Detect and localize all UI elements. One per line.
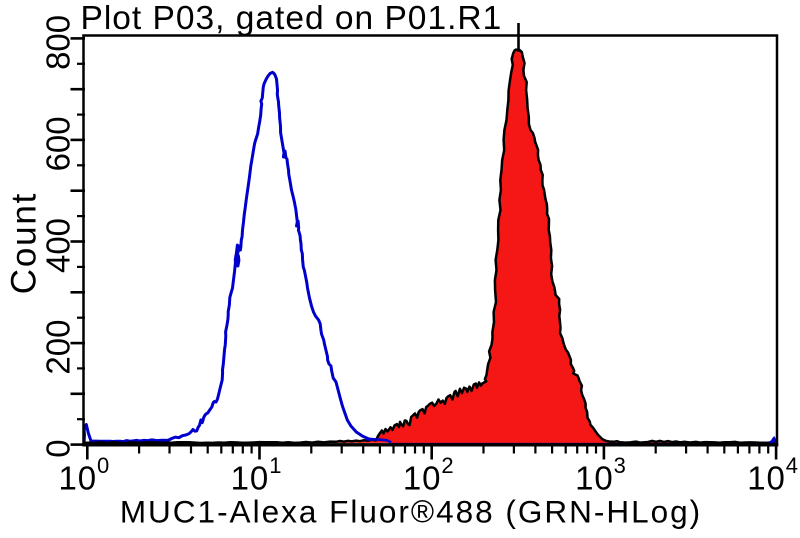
svg-text:400: 400 [40, 218, 77, 273]
svg-text:MUC1-Alexa Fluor®488 (GRN-HLog: MUC1-Alexa Fluor®488 (GRN-HLog) [120, 494, 702, 530]
svg-text:600: 600 [40, 116, 77, 171]
svg-text:200: 200 [40, 320, 77, 375]
svg-text:Plot P03, gated on P01.R1: Plot P03, gated on P01.R1 [81, 0, 503, 37]
svg-text:Count: Count [5, 192, 44, 294]
svg-text:103: 103 [575, 453, 627, 497]
svg-text:0: 0 [40, 439, 77, 457]
svg-text:101: 101 [231, 453, 283, 497]
svg-text:800: 800 [40, 15, 77, 70]
